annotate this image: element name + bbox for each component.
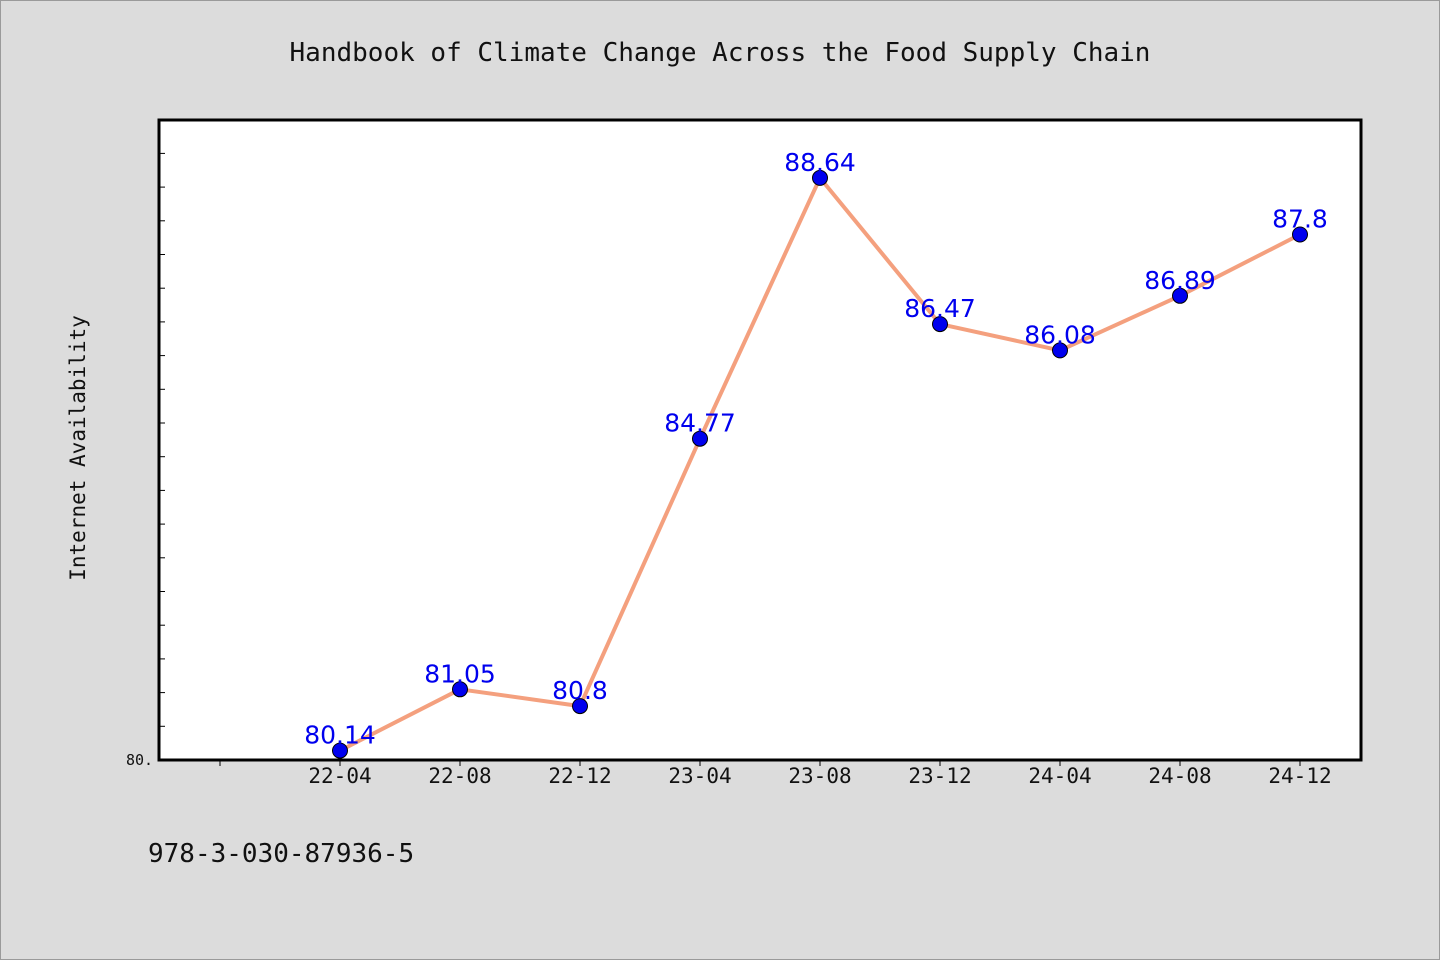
- x-tick-label: 23-04: [668, 764, 731, 788]
- chart-title: Handbook of Climate Change Across the Fo…: [290, 38, 1151, 68]
- y-tick-label: 80.: [126, 751, 153, 769]
- x-tick-label: 24-08: [1148, 764, 1211, 788]
- data-point: [1172, 287, 1188, 304]
- x-tick-label: 23-08: [788, 764, 851, 788]
- data-label: 86.89: [1144, 266, 1216, 295]
- isbn-footer: 978-3-030-87936-5: [148, 839, 414, 869]
- x-tick-label: 24-12: [1268, 764, 1331, 788]
- x-tick-label: 22-08: [428, 764, 491, 788]
- series-layer: 80.14 81.05 80.8 84.77 88.64 86.47 86.08 86.89 8…: [304, 148, 1328, 759]
- data-point: [572, 698, 588, 715]
- x-tick-label: 23-12: [908, 764, 971, 788]
- x-tick-label: 22-12: [548, 764, 611, 788]
- data-label: 88.64: [784, 148, 856, 177]
- x-tick-label: 24-04: [1028, 764, 1091, 788]
- plot-border: [157, 118, 1363, 762]
- data-point: [452, 681, 468, 698]
- data-label: 81.05: [424, 659, 496, 688]
- data-label: 87.8: [1272, 205, 1328, 234]
- data-point: [692, 430, 708, 447]
- data-point: [932, 316, 948, 333]
- plot-area: [159, 120, 1361, 760]
- data-point: [332, 742, 348, 759]
- data-point: [1292, 226, 1308, 243]
- y-axis-label: Internet Availability: [66, 315, 90, 581]
- x-tick-label: 22-04: [308, 764, 371, 788]
- data-point: [812, 169, 828, 186]
- data-label: 84.77: [664, 409, 736, 438]
- data-point: [1052, 342, 1068, 359]
- data-label: 80.14: [304, 721, 376, 750]
- x-axis-ticks: 22-04 22-08 22-12 23-04 23-08 23-12 24-04 24-08…: [219, 760, 1332, 788]
- data-label: 86.47: [904, 294, 976, 323]
- data-label: 86.08: [1024, 320, 1096, 349]
- data-label: 80.8: [552, 676, 608, 705]
